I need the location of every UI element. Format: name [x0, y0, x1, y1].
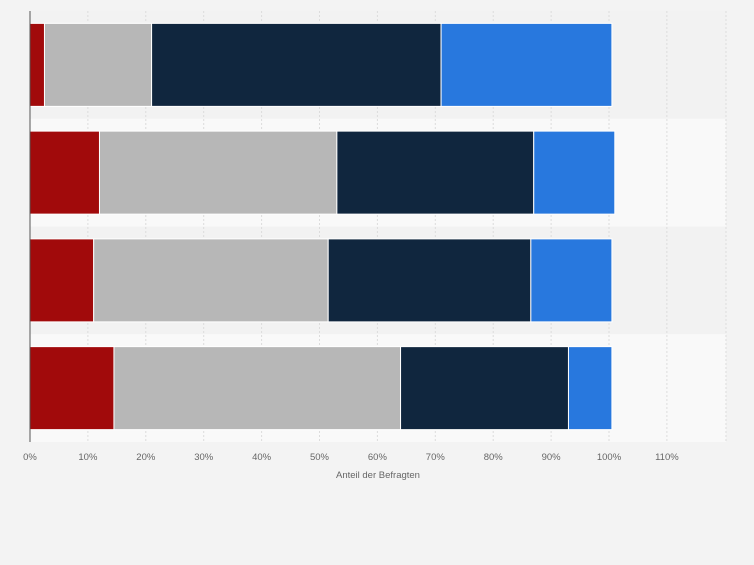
x-tick-labels: 0% 10% 20% 30% 40% 50% 60% 70% 80% 90% 100% 110%	[23, 452, 679, 463]
bar-segment-4	[567, 346, 613, 431]
x-tick-label: 40%	[252, 452, 272, 463]
x-tick-label: 70%	[426, 452, 446, 463]
bar-segment-1	[29, 130, 100, 215]
bar-segment-1	[29, 346, 115, 431]
bar-segment-3	[336, 130, 535, 215]
x-tick-label: 50%	[310, 452, 330, 463]
bar-segments	[29, 22, 616, 431]
x-axis-label: Anteil der Befragten	[336, 470, 420, 481]
bar-segment-3	[151, 22, 442, 107]
x-tick-label: 20%	[136, 452, 156, 463]
bar-segment-1	[29, 22, 45, 107]
bar-segment-3	[327, 238, 532, 323]
bar-segment-2	[93, 238, 329, 323]
x-tick-label: 10%	[78, 452, 98, 463]
bar-segment-2	[98, 130, 338, 215]
x-tick-label: 100%	[597, 452, 622, 463]
x-tick-label: 90%	[542, 452, 562, 463]
bar-segment-3	[400, 346, 569, 431]
bar-segment-1	[29, 238, 95, 323]
x-tick-label: 30%	[194, 452, 214, 463]
x-tick-label: 60%	[368, 452, 388, 463]
bar-segment-4	[530, 238, 613, 323]
x-tick-label: 80%	[484, 452, 504, 463]
bar-segment-2	[43, 22, 153, 107]
x-tick-label: 0%	[23, 452, 37, 463]
bar-segment-2	[113, 346, 402, 431]
bar-segment-4	[533, 130, 616, 215]
bar-segment-4	[440, 22, 613, 107]
x-tick-label: 110%	[655, 452, 679, 463]
